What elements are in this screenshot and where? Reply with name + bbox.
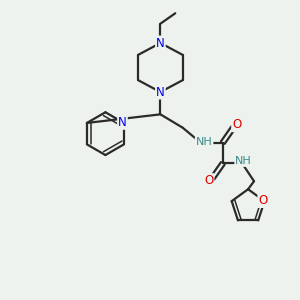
- Text: N: N: [156, 85, 165, 98]
- Text: O: O: [232, 118, 242, 131]
- Text: NH: NH: [235, 156, 252, 166]
- Text: O: O: [258, 194, 268, 207]
- Text: O: O: [204, 174, 214, 187]
- Text: N: N: [118, 116, 127, 129]
- Text: NH: NH: [196, 137, 212, 147]
- Text: N: N: [156, 37, 165, 50]
